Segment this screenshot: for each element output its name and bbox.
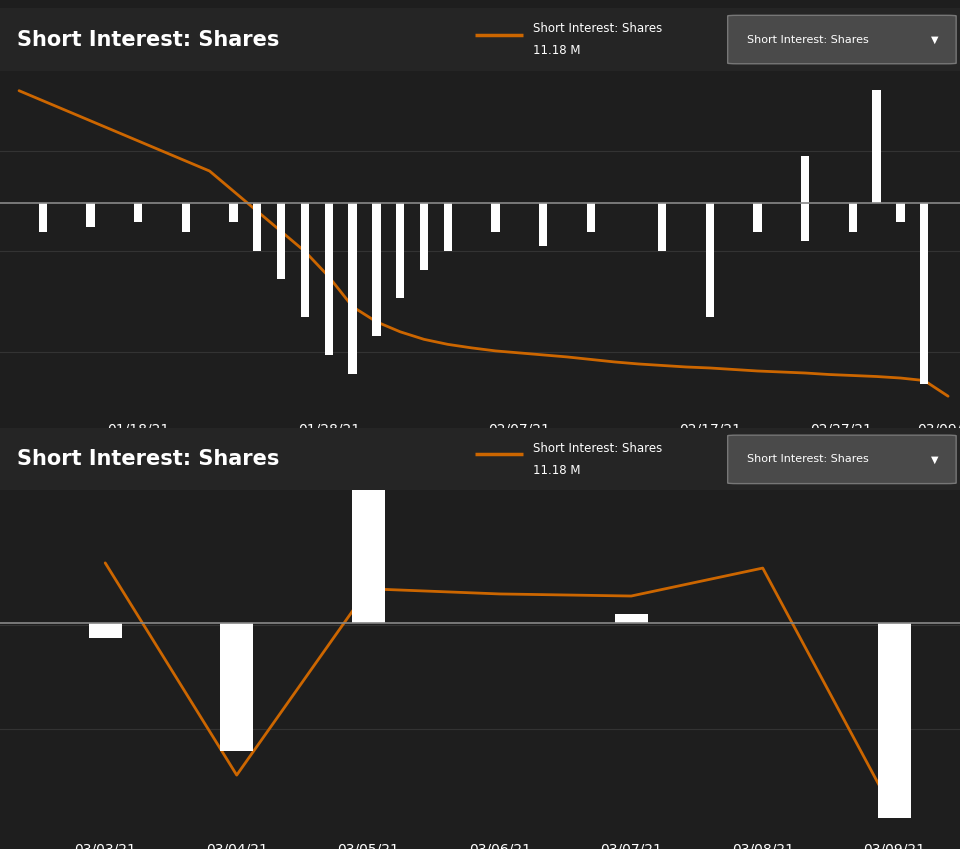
Bar bbox=[801, 204, 809, 241]
FancyBboxPatch shape bbox=[728, 15, 956, 64]
Bar bbox=[86, 204, 95, 228]
Bar bbox=[220, 623, 253, 751]
Bar bbox=[658, 204, 666, 250]
Bar bbox=[801, 156, 809, 204]
Bar bbox=[897, 204, 904, 222]
Bar bbox=[539, 204, 547, 246]
Bar bbox=[300, 204, 309, 318]
Bar bbox=[253, 204, 261, 250]
Bar bbox=[372, 204, 380, 336]
Text: Short Interest: Shares: Short Interest: Shares bbox=[747, 35, 869, 44]
Bar bbox=[351, 481, 385, 623]
Text: ▼: ▼ bbox=[931, 35, 939, 44]
Bar bbox=[420, 204, 428, 270]
Text: Short Interest: Shares: Short Interest: Shares bbox=[17, 449, 279, 469]
Text: 11.18 M: 11.18 M bbox=[533, 464, 580, 477]
Bar bbox=[324, 204, 333, 355]
Text: Short Interest: Shares: Short Interest: Shares bbox=[533, 22, 662, 35]
Text: Short Interest: Shares: Short Interest: Shares bbox=[17, 30, 279, 49]
Bar bbox=[754, 204, 761, 232]
Bar bbox=[614, 614, 648, 623]
Bar bbox=[134, 204, 142, 222]
Bar bbox=[873, 90, 880, 204]
Bar bbox=[492, 204, 499, 232]
Bar bbox=[348, 204, 357, 374]
Bar bbox=[920, 204, 928, 384]
Bar bbox=[229, 204, 238, 222]
Bar bbox=[181, 204, 190, 232]
Bar bbox=[396, 204, 404, 298]
Bar bbox=[276, 204, 285, 279]
Bar bbox=[849, 204, 857, 232]
Bar bbox=[706, 204, 714, 318]
Bar bbox=[38, 204, 47, 232]
Text: ▼: ▼ bbox=[931, 454, 939, 464]
Bar bbox=[88, 623, 122, 638]
Bar bbox=[587, 204, 595, 232]
Text: 11.18 M: 11.18 M bbox=[533, 44, 580, 57]
Bar bbox=[877, 623, 911, 818]
Bar bbox=[444, 204, 452, 250]
Text: Short Interest: Shares: Short Interest: Shares bbox=[533, 441, 662, 455]
FancyBboxPatch shape bbox=[728, 436, 956, 484]
Text: Short Interest: Shares: Short Interest: Shares bbox=[747, 454, 869, 464]
